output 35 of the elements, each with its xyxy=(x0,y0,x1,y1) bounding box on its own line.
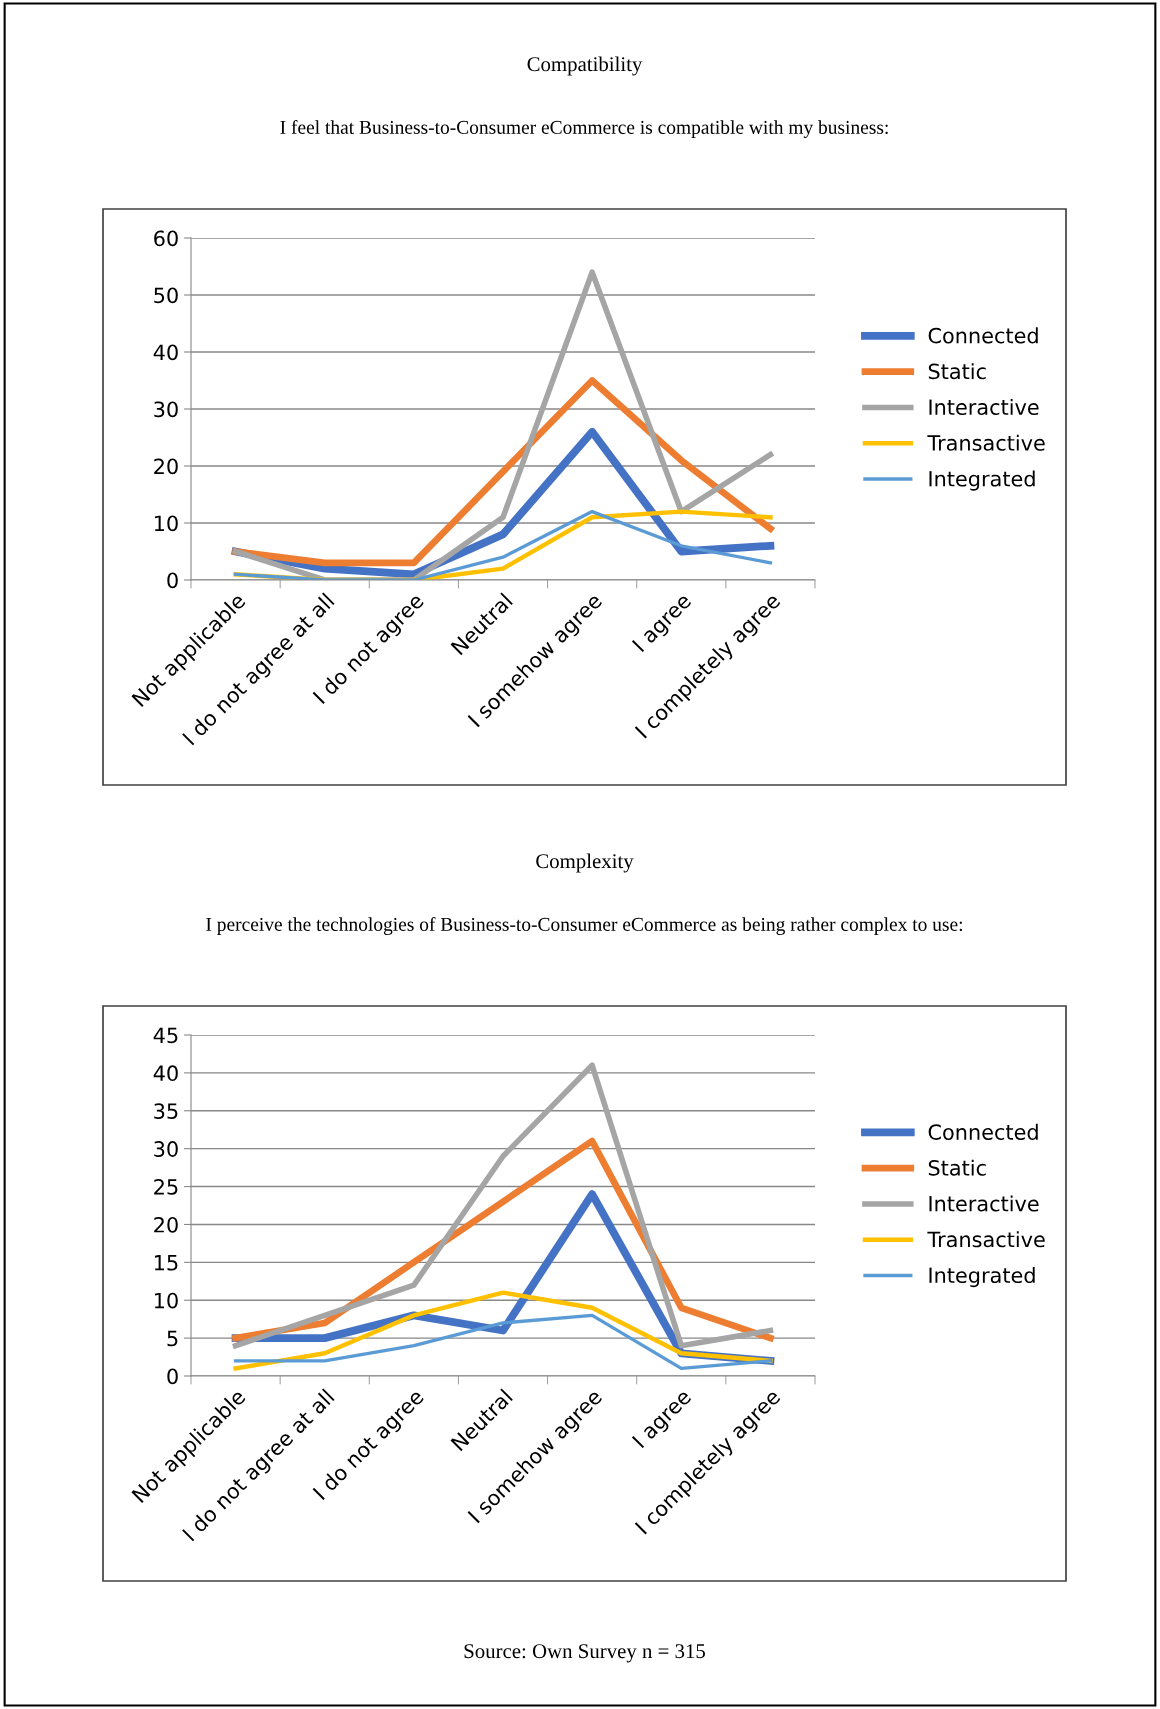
legend-label: Static xyxy=(928,1159,986,1176)
legend-label: Interactive xyxy=(929,1195,1039,1212)
line-series xyxy=(233,1290,773,1371)
legend-label: Interactive xyxy=(929,398,1039,416)
y-tick-label: 5 xyxy=(167,1330,178,1347)
y-tick-label: 35 xyxy=(154,1103,178,1119)
y-tick-label: 60 xyxy=(154,230,178,247)
line-series xyxy=(233,509,773,580)
y-tick-label: 10 xyxy=(154,515,178,532)
legend-label: Connected xyxy=(928,327,1038,344)
y-tick-label: 25 xyxy=(154,1179,178,1195)
y-tick-label: 50 xyxy=(154,287,178,304)
y-tick-label: 10 xyxy=(154,1292,178,1309)
legend-label: Static xyxy=(928,363,986,380)
chart-subtitle: I perceive the technologies of Business-to-Consumer eCommerce as being rather complex to use: xyxy=(206,917,962,935)
y-tick-label: 0 xyxy=(167,1368,178,1385)
y-tick-label: 40 xyxy=(153,1065,178,1082)
y-tick-label: 0 xyxy=(167,572,178,589)
chart-title: Compatibility xyxy=(527,56,643,76)
y-tick-label: 30 xyxy=(154,1141,178,1157)
legend-label: Integrated xyxy=(929,470,1035,491)
line-series xyxy=(233,1313,773,1371)
y-tick-label: 40 xyxy=(153,344,178,361)
y-tick-label: 45 xyxy=(153,1027,178,1044)
legend-label: Transactive xyxy=(927,1231,1045,1248)
legend-label: Transactive xyxy=(927,434,1045,451)
chart-subtitle: I feel that Business-to-Consumer eCommerce is compatible with my business: xyxy=(280,120,888,138)
y-tick-label: 30 xyxy=(154,401,178,418)
legend-label: Connected xyxy=(928,1123,1038,1140)
y-tick-label: 20 xyxy=(154,1216,178,1233)
y-tick-label: 20 xyxy=(154,458,178,475)
y-tick-label: 15 xyxy=(154,1255,178,1271)
chart-title: Complexity xyxy=(536,853,634,873)
legend-label: Integrated xyxy=(929,1266,1035,1288)
source-note: Source: Own Survey n = 315 xyxy=(464,1644,705,1663)
